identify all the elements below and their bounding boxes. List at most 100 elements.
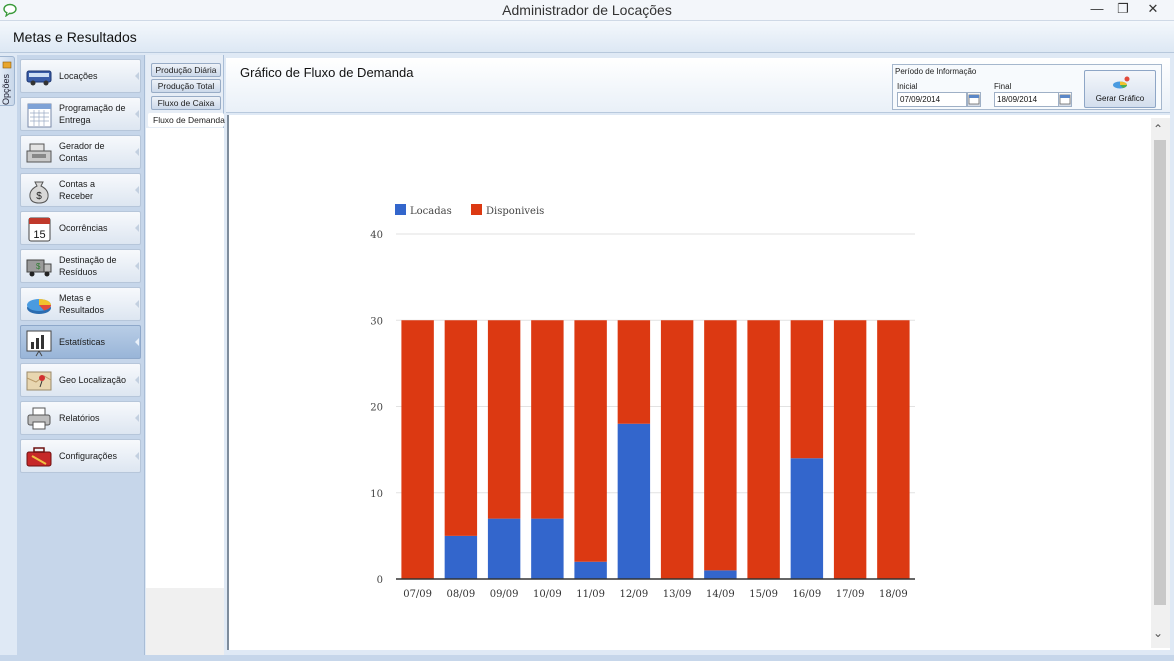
start-date-picker-button[interactable] xyxy=(967,92,981,107)
chevron-left-icon xyxy=(135,376,139,384)
sidebar-item-gerador-contas[interactable]: Gerador de Contas xyxy=(20,135,141,169)
chevron-left-icon xyxy=(135,148,139,156)
sidebar-item-ocorrencias[interactable]: 15 Ocorrências xyxy=(20,211,141,245)
sidebar-item-label: Destinação de Resíduos xyxy=(59,255,117,277)
subtab-panel-footer xyxy=(146,588,224,655)
x-tick-label: 16/09 xyxy=(792,589,821,600)
chevron-left-icon xyxy=(135,300,139,308)
bar-disponiveis xyxy=(877,320,910,579)
sidebar: Locações Programação de Entrega Gerador … xyxy=(17,55,145,655)
end-date-picker-button[interactable] xyxy=(1058,92,1072,107)
chart-frame xyxy=(227,115,1170,650)
legend-swatch xyxy=(395,204,406,215)
tab-producao-total[interactable]: Produção Total xyxy=(151,79,221,93)
close-button[interactable]: ✕ xyxy=(1147,1,1159,16)
demand-flow-chart: 0 10 20 30 40 07/09 08/09 09/09 10/09 11/09 12/09 1… xyxy=(370,204,915,600)
sidebar-item-locacoes[interactable]: Locações xyxy=(20,59,141,93)
sidebar-item-estatisticas[interactable]: Estatísticas xyxy=(20,325,141,359)
chevron-left-icon xyxy=(135,186,139,194)
sidebar-item-programacao-entrega[interactable]: Programação de Entrega xyxy=(20,97,141,131)
title-bar: Administrador de Locações — ❐ ✕ xyxy=(0,0,1174,21)
sidebar-item-label: Geo Localização xyxy=(59,375,127,385)
sidebar-item-label: Relatórios xyxy=(59,413,100,423)
end-date-input[interactable]: 18/09/2014 xyxy=(994,92,1064,107)
chevron-left-icon xyxy=(135,452,139,460)
tab-fluxo-caixa[interactable]: Fluxo de Caixa xyxy=(151,96,221,110)
x-tick-label: 18/09 xyxy=(879,589,908,600)
sidebar-item-label: Contas a Receber xyxy=(59,179,96,201)
truck-icon: $ xyxy=(26,259,52,277)
legend-entry: Locadas xyxy=(410,206,452,217)
sidebar-item-metas-resultados[interactable]: Metas e Resultados xyxy=(20,287,141,321)
period-legend: Período de Informação xyxy=(895,67,977,76)
bar-disponiveis xyxy=(574,320,607,562)
x-tick-label: 07/09 xyxy=(403,589,432,600)
x-tick-label: 17/09 xyxy=(836,589,865,600)
period-group: Período de Informação Inicial 07/09/2014… xyxy=(892,64,1162,110)
sidebar-item-label: Ocorrências xyxy=(59,223,108,233)
options-tab-label: Opções xyxy=(1,73,11,105)
chevron-left-icon xyxy=(135,338,139,346)
end-date-label: Final xyxy=(994,82,1012,91)
scroll-up-icon[interactable]: ⌃ xyxy=(1153,122,1164,136)
svg-text:$: $ xyxy=(36,262,41,271)
bar-disponiveis xyxy=(833,320,867,579)
folder-icon xyxy=(2,61,12,69)
vertical-scrollbar[interactable]: ⌃ ⌄ xyxy=(1151,118,1170,648)
bus-icon xyxy=(26,70,52,86)
bar-disponiveis xyxy=(704,320,737,571)
x-tick-label: 10/09 xyxy=(533,589,562,600)
maximize-button[interactable]: ❐ xyxy=(1117,1,1129,16)
generate-chart-button[interactable]: Gerar Gráfico xyxy=(1084,70,1156,108)
calendar-15-icon: 15 xyxy=(28,217,51,242)
sidebar-item-contas-receber[interactable]: $ Contas a Receber xyxy=(20,173,141,207)
bar-disponiveis xyxy=(531,320,564,519)
bar-disponiveis xyxy=(790,320,824,459)
bar-locadas xyxy=(574,561,607,579)
sidebar-item-label: Metas e Resultados xyxy=(59,293,105,315)
svg-text:15: 15 xyxy=(33,229,45,241)
start-date-input[interactable]: 07/09/2014 xyxy=(897,92,967,107)
sidebar-item-label: Programação de Entrega xyxy=(59,103,126,125)
subtab-panel-body xyxy=(146,128,224,588)
window-title: Administrador de Locações xyxy=(502,2,672,18)
sidebar-item-label: Gerador de Contas xyxy=(59,141,105,163)
bar-locadas xyxy=(444,535,478,579)
bar-disponiveis xyxy=(617,320,651,424)
bar-locadas xyxy=(617,423,651,579)
bar-disponiveis xyxy=(660,320,694,579)
sidebar-item-geo-localizacao[interactable]: Geo Localização xyxy=(20,363,141,397)
scroll-down-icon[interactable]: ⌄ xyxy=(1153,626,1164,640)
calendar-icon xyxy=(1059,94,1071,105)
bar-locadas xyxy=(704,570,737,579)
chevron-left-icon xyxy=(135,110,139,118)
generate-chart-label: Gerar Gráfico xyxy=(1095,94,1145,103)
bar-locadas xyxy=(487,518,521,579)
chart-title: Gráfico de Fluxo de Demanda xyxy=(240,65,414,80)
x-tick-label: 12/09 xyxy=(619,589,648,600)
sidebar-item-relatorios[interactable]: Relatórios xyxy=(20,401,141,435)
tab-fluxo-demanda[interactable]: Fluxo de Demanda xyxy=(148,113,225,127)
bar-chart-icon xyxy=(26,330,52,357)
legend-entry: Disponiveis xyxy=(486,206,544,217)
cash-register-icon xyxy=(26,143,52,163)
y-tick-label: 0 xyxy=(377,575,383,586)
options-tab[interactable]: Opções xyxy=(0,56,15,106)
tab-producao-diaria[interactable]: Produção Diária xyxy=(151,63,221,77)
bar-disponiveis xyxy=(747,320,780,579)
y-tick-label: 10 xyxy=(370,489,383,500)
sidebar-item-destinacao-residuos[interactable]: $ Destinação de Resíduos xyxy=(20,249,141,283)
bar-locadas xyxy=(531,518,564,579)
bar-disponiveis xyxy=(444,320,478,536)
chart-header: Gráfico de Fluxo de Demanda Período de I… xyxy=(226,58,1170,113)
x-tick-label: 11/09 xyxy=(576,589,605,600)
scroll-thumb[interactable] xyxy=(1154,140,1166,605)
minimize-button[interactable]: — xyxy=(1090,1,1104,16)
x-tick-label: 08/09 xyxy=(446,589,475,600)
sidebar-item-label: Estatísticas xyxy=(59,337,106,347)
status-strip xyxy=(0,655,1174,661)
chevron-left-icon xyxy=(135,262,139,270)
start-date-label: Inicial xyxy=(897,82,918,91)
map-pin-icon xyxy=(26,371,52,391)
sidebar-item-configuracoes[interactable]: Configurações xyxy=(20,439,141,473)
